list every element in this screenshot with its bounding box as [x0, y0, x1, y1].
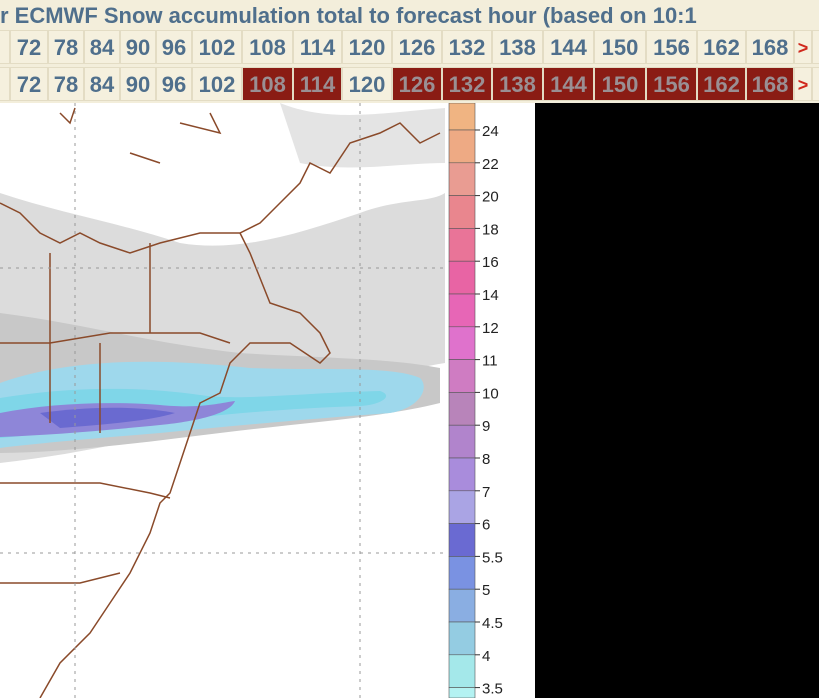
- colorbar-swatch: [448, 326, 476, 360]
- hour-cell[interactable]: >: [794, 67, 812, 101]
- hour-cell[interactable]: 84: [84, 67, 120, 101]
- hour-cell[interactable]: 156: [646, 67, 697, 101]
- snow-map: 24 22 20 18 16 14 12 11 10 9 8 7 6 5.5 5 4.5 4 3.5: [0, 103, 535, 698]
- hour-cell[interactable]: 132: [442, 67, 492, 101]
- colorbar-label: 14: [482, 287, 499, 304]
- colorbar-swatch: [448, 654, 476, 688]
- hour-cell[interactable]: 96: [156, 67, 192, 101]
- hour-cell[interactable]: 150: [594, 30, 646, 64]
- colorbar-label: 3.5: [482, 681, 503, 698]
- hour-cell[interactable]: 156: [646, 30, 697, 64]
- hour-cell[interactable]: 168: [746, 67, 794, 101]
- hour-cell[interactable]: 78: [48, 67, 84, 101]
- hour-cell[interactable]: 6: [0, 30, 10, 64]
- hour-cell[interactable]: 144: [543, 30, 594, 64]
- hour-cell[interactable]: [812, 67, 819, 101]
- colorbar-swatch: [448, 162, 476, 196]
- colorbar-label: 10: [482, 385, 499, 402]
- hour-cell[interactable]: 168: [746, 30, 794, 64]
- colorbar-swatch: [448, 588, 476, 623]
- colorbar-label: 4.5: [482, 615, 503, 632]
- colorbar-label: 20: [482, 189, 499, 206]
- colorbar-swatch: [448, 490, 476, 524]
- colorbar-swatch: [448, 523, 476, 557]
- light-snow: [280, 103, 445, 168]
- hour-cell[interactable]: [812, 30, 819, 64]
- colorbar-label: 9: [482, 418, 490, 435]
- colorbar-label: 18: [482, 221, 499, 238]
- colorbar-label: 22: [482, 156, 499, 173]
- colorbar-swatch: [448, 457, 476, 492]
- hour-cell[interactable]: 144: [543, 67, 594, 101]
- snow-band-dark: [40, 407, 175, 428]
- blank-area: [535, 103, 819, 698]
- colorbar-swatch: [448, 424, 476, 459]
- hour-cell[interactable]: 102: [192, 30, 242, 64]
- colorbar-label: 12: [482, 320, 499, 337]
- hour-cell[interactable]: 6: [0, 67, 10, 101]
- hour-cell[interactable]: 120: [342, 30, 392, 64]
- colorbar-swatch: [448, 392, 476, 426]
- hour-cell[interactable]: 102: [192, 67, 242, 101]
- hour-cell[interactable]: >: [794, 30, 812, 64]
- colorbar: 24 22 20 18 16 14 12 11 10 9 8 7 6 5.5 5 4.5 4 3.5: [448, 103, 503, 698]
- hour-cell[interactable]: 108: [242, 67, 293, 101]
- hour-row: 6727884909610210811412012613213814415015…: [0, 30, 819, 66]
- hour-cell[interactable]: 162: [697, 67, 746, 101]
- colorbar-swatch: [448, 228, 476, 262]
- hour-cell[interactable]: 150: [594, 67, 646, 101]
- colorbar-swatch: [448, 293, 476, 328]
- colorbar-swatch: [448, 195, 476, 229]
- hour-cell[interactable]: 96: [156, 30, 192, 64]
- hour-cell[interactable]: 114: [293, 67, 342, 101]
- colorbar-swatch: [448, 687, 476, 698]
- colorbar-label: 11: [482, 353, 498, 370]
- hour-cell[interactable]: 78: [48, 30, 84, 64]
- hour-cell[interactable]: 138: [492, 30, 543, 64]
- hour-cell[interactable]: 72: [10, 67, 48, 101]
- colorbar-swatch: [448, 129, 476, 164]
- colorbar-label: 7: [482, 484, 490, 501]
- hour-cell[interactable]: 120: [342, 67, 392, 101]
- colorbar-swatch: [448, 556, 476, 590]
- hour-cell[interactable]: 72: [10, 30, 48, 64]
- grid: [0, 103, 445, 698]
- colorbar-label: 5.5: [482, 549, 503, 566]
- coastlines: [0, 107, 441, 698]
- colorbar-label: 16: [482, 254, 499, 271]
- colorbar-label: 6: [482, 517, 490, 534]
- colorbar-swatch: [448, 621, 476, 656]
- colorbar-label: 4: [482, 648, 490, 665]
- hour-cell[interactable]: 84: [84, 30, 120, 64]
- colorbar-swatch: [448, 359, 476, 393]
- colorbar-label: 24: [482, 123, 499, 140]
- hour-cell[interactable]: 132: [442, 30, 492, 64]
- hour-cell[interactable]: 126: [392, 67, 442, 101]
- hour-cell[interactable]: 138: [492, 67, 543, 101]
- page-title: r ECMWF Snow accumulation total to forec…: [0, 3, 697, 28]
- hour-cell[interactable]: 162: [697, 30, 746, 64]
- hour-cell[interactable]: 90: [120, 67, 156, 101]
- hour-row-selected: 6727884909610210811412012613213814415015…: [0, 67, 819, 103]
- hour-cell[interactable]: 90: [120, 30, 156, 64]
- hour-cell[interactable]: 114: [293, 30, 342, 64]
- colorbar-swatch: [448, 260, 476, 295]
- colorbar-swatch: [448, 103, 476, 131]
- colorbar-label: 8: [482, 451, 490, 468]
- hour-cell[interactable]: 108: [242, 30, 293, 64]
- colorbar-label: 5: [482, 582, 490, 599]
- hour-cell[interactable]: 126: [392, 30, 442, 64]
